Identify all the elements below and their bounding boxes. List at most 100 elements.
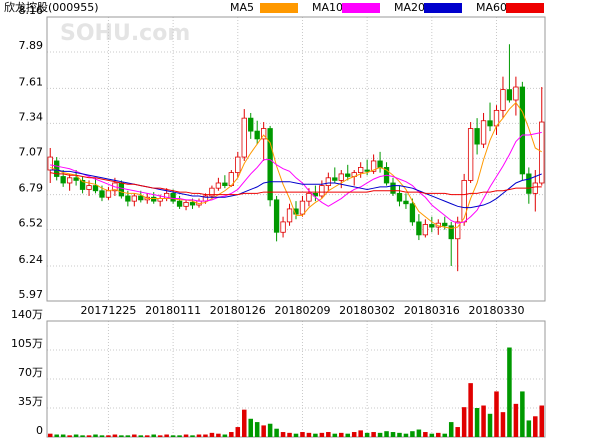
candle-body xyxy=(125,195,131,202)
volume-bar xyxy=(377,432,383,437)
volume-bar xyxy=(164,434,169,437)
volume-bar xyxy=(371,432,376,437)
volume-bar xyxy=(132,434,137,437)
candle-body xyxy=(500,89,506,111)
x-tick-label: 20180302 xyxy=(339,304,395,317)
candle-body xyxy=(325,177,332,186)
candle-body xyxy=(332,177,338,181)
candle-body xyxy=(390,182,396,194)
volume-bar xyxy=(513,403,519,437)
volume-bar xyxy=(468,383,473,437)
candle-body xyxy=(73,177,79,181)
candle-body xyxy=(429,224,435,228)
volume-bar xyxy=(429,433,435,437)
x-tick-label: 20180126 xyxy=(210,304,266,317)
volume-bar xyxy=(274,428,279,437)
volume-bar xyxy=(203,434,208,437)
volume-bar xyxy=(157,435,163,437)
volume-bar xyxy=(474,408,480,437)
volume-bar xyxy=(177,435,182,437)
y-tick-label: 70万 xyxy=(18,366,43,379)
volume-bar xyxy=(436,432,441,437)
volume-bar xyxy=(280,432,286,437)
volume-bar xyxy=(254,422,260,437)
volume-bar xyxy=(487,413,493,437)
volume-bar xyxy=(144,435,150,437)
candle-body xyxy=(79,179,86,190)
candle-body xyxy=(435,222,441,228)
candle-body xyxy=(267,128,273,201)
volume-bar xyxy=(119,435,124,437)
candle-body xyxy=(461,179,467,223)
legend-swatch xyxy=(424,3,462,13)
volume-bar xyxy=(67,435,72,437)
volume-bar xyxy=(481,405,486,437)
candle-body xyxy=(248,117,254,132)
candle-body xyxy=(370,160,377,172)
candle-body xyxy=(377,160,383,168)
candle-body xyxy=(215,182,222,189)
volume-bar xyxy=(248,418,253,437)
candle-body xyxy=(66,177,73,184)
candle-body xyxy=(513,86,519,101)
volume-bar xyxy=(216,433,221,437)
candle-body xyxy=(526,173,532,194)
candle-body xyxy=(299,200,306,215)
candle-body xyxy=(131,195,137,202)
volume-bar xyxy=(448,422,454,437)
y-tick-label: 6.79 xyxy=(19,182,44,195)
x-tick-label: 20180330 xyxy=(468,304,524,317)
candle-body xyxy=(455,221,461,240)
volume-bar xyxy=(293,433,299,437)
chart-title: 欣龙控股(000955) xyxy=(4,0,99,14)
volume-bar xyxy=(112,434,118,437)
volume-bar xyxy=(520,391,525,437)
candle-body xyxy=(416,221,422,236)
volume-bar xyxy=(300,432,305,437)
volume-bar xyxy=(403,433,409,437)
y-tick-label: 6.52 xyxy=(19,217,44,230)
ma-line xyxy=(50,172,542,196)
candle-body xyxy=(480,120,487,145)
x-tick-label: 20171225 xyxy=(80,304,136,317)
volume-bar xyxy=(423,432,428,437)
volume-bar xyxy=(125,435,131,437)
candle-body xyxy=(467,128,474,181)
candle-body xyxy=(118,182,125,197)
candle-body xyxy=(105,190,112,198)
candle-body xyxy=(448,225,454,240)
ma-line xyxy=(50,131,542,224)
y-tick-label: 6.24 xyxy=(19,253,44,266)
volume-bar xyxy=(106,435,111,437)
candle-body xyxy=(487,120,493,127)
volume-bar xyxy=(313,433,318,437)
y-tick-label: 5.97 xyxy=(19,288,44,301)
candle-body xyxy=(254,130,260,140)
volume-bar xyxy=(500,412,506,437)
volume-bar xyxy=(229,432,234,437)
volume-bar xyxy=(190,435,195,437)
candle-body xyxy=(209,187,215,197)
volume-bar xyxy=(209,432,215,437)
candle-body xyxy=(189,202,196,206)
candle-body xyxy=(519,86,526,175)
y-tick-label: 7.89 xyxy=(19,39,44,52)
y-tick-label: 140万 xyxy=(11,308,43,321)
volume-bar xyxy=(390,432,396,437)
y-tick-label: 7.07 xyxy=(19,145,44,158)
candle-body xyxy=(539,121,545,184)
volume-bar xyxy=(397,432,402,437)
y-tick-label: 35万 xyxy=(18,395,43,408)
volume-bar xyxy=(410,431,415,437)
volume-bar xyxy=(306,432,312,437)
volume-bar xyxy=(455,427,460,437)
volume-bar xyxy=(47,433,53,437)
volume-bar xyxy=(54,434,59,437)
x-tick-label: 20180209 xyxy=(274,304,330,317)
candle-body xyxy=(241,117,247,158)
candle-body xyxy=(306,192,312,202)
legend-swatch xyxy=(506,3,544,13)
candle-body xyxy=(170,192,176,202)
volume-bar xyxy=(539,405,545,437)
